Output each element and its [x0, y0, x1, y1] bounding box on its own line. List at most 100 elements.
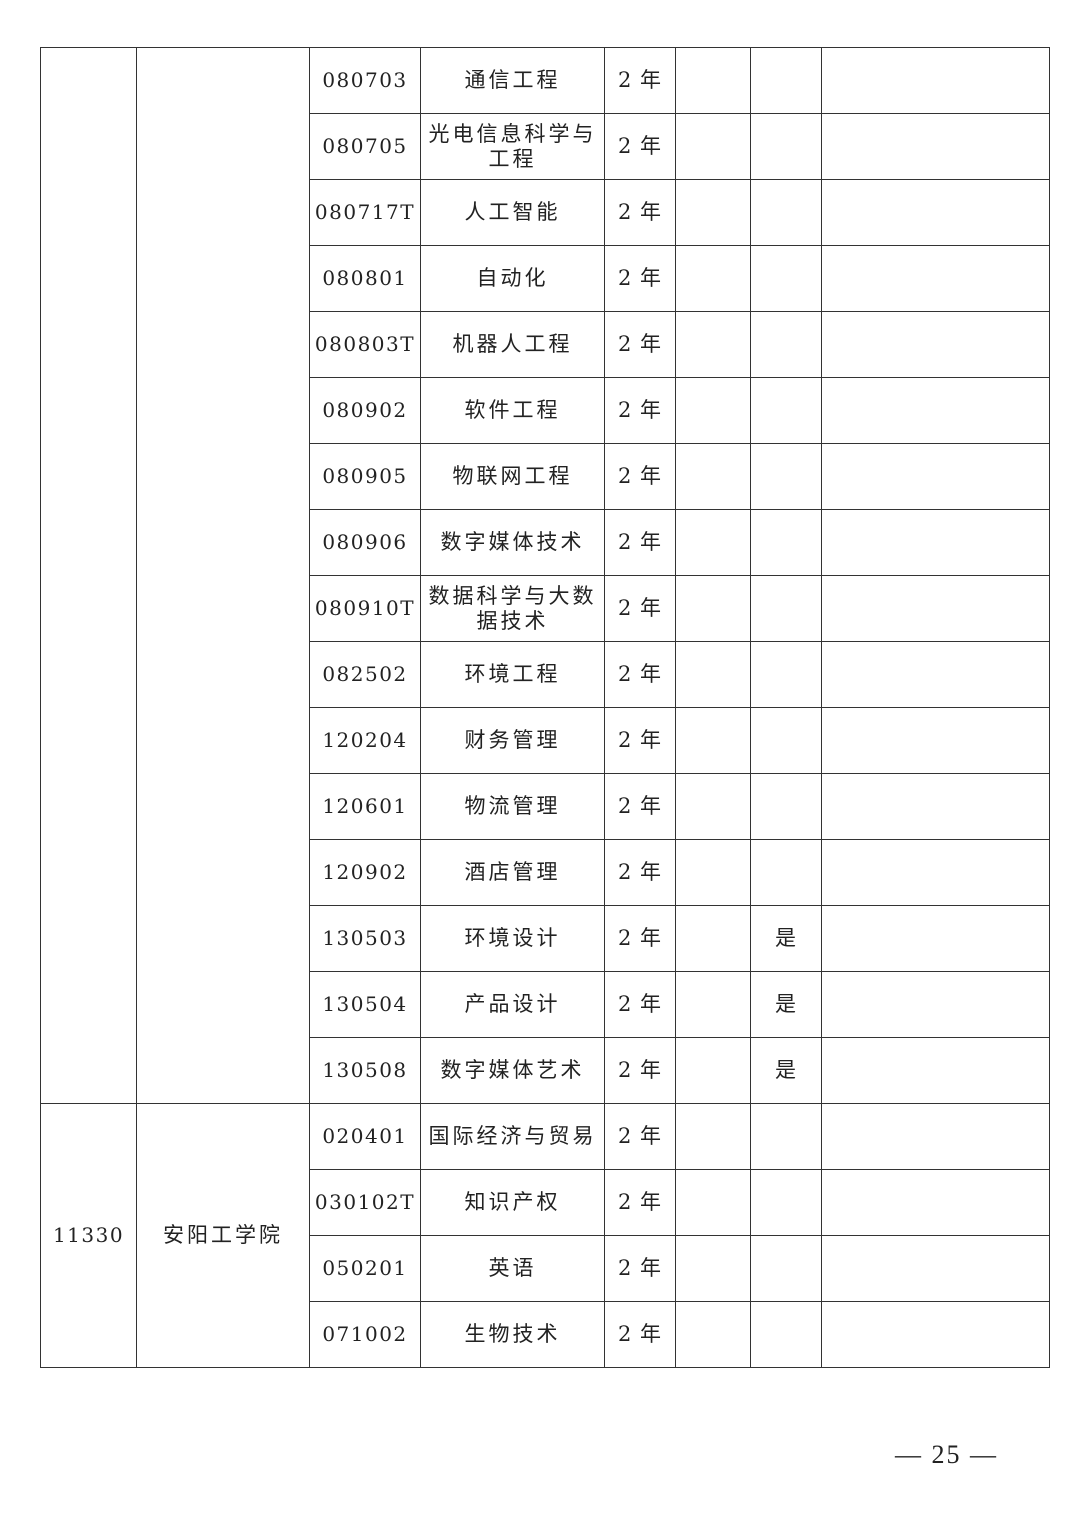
column-7-cell — [750, 47, 822, 114]
column-8-cell — [821, 839, 1050, 906]
school-code-cell — [40, 47, 137, 1104]
column-8-cell — [821, 1103, 1050, 1170]
column-6-cell — [675, 1301, 751, 1368]
column-7-cell: 是 — [750, 905, 822, 972]
duration-cell: 2 年 — [604, 971, 676, 1038]
major-name-cell: 物联网工程 — [420, 443, 605, 510]
column-6-cell — [675, 47, 751, 114]
duration-cell: 2 年 — [604, 179, 676, 246]
major-code-cell: 071002 — [309, 1301, 421, 1368]
major-code-cell: 020401 — [309, 1103, 421, 1170]
page-number: — 25 — — [895, 1440, 998, 1469]
column-7-cell — [750, 839, 822, 906]
column-6-cell — [675, 1103, 751, 1170]
column-8-cell — [821, 1301, 1050, 1368]
column-8-cell — [821, 971, 1050, 1038]
major-code-cell: 080703 — [309, 47, 421, 114]
table-row: 080803T 机器人工程 2 年 — [41, 311, 1050, 378]
major-code-cell: 050201 — [309, 1235, 421, 1302]
column-8-cell — [821, 443, 1050, 510]
table-row: 080902 软件工程 2 年 — [41, 377, 1050, 444]
major-name-cell: 生物技术 — [420, 1301, 605, 1368]
column-6-cell — [675, 311, 751, 378]
duration-cell: 2 年 — [604, 377, 676, 444]
table-row: 082502 环境工程 2 年 — [41, 641, 1050, 708]
column-6-cell — [675, 1037, 751, 1104]
duration-cell: 2 年 — [604, 509, 676, 576]
major-name-cell: 数字媒体技术 — [420, 509, 605, 576]
table-row: 120601 物流管理 2 年 — [41, 773, 1050, 840]
table-row: 071002 生物技术 2 年 — [41, 1301, 1050, 1368]
column-7-cell — [750, 773, 822, 840]
major-code-cell: 120902 — [309, 839, 421, 906]
major-name-cell: 人工智能 — [420, 179, 605, 246]
column-7-cell: 是 — [750, 1037, 822, 1104]
column-7-cell — [750, 575, 822, 642]
column-6-cell — [675, 1235, 751, 1302]
major-code-cell: 130503 — [309, 905, 421, 972]
duration-cell: 2 年 — [604, 443, 676, 510]
major-code-cell: 080910T — [309, 575, 421, 642]
major-code-cell: 080705 — [309, 113, 421, 180]
duration-cell: 2 年 — [604, 245, 676, 312]
column-6-cell — [675, 443, 751, 510]
major-name-cell: 自动化 — [420, 245, 605, 312]
duration-cell: 2 年 — [604, 311, 676, 378]
column-7-cell — [750, 443, 822, 510]
major-name-cell: 知识产权 — [420, 1169, 605, 1236]
column-7-cell — [750, 1103, 822, 1170]
column-6-cell — [675, 509, 751, 576]
table-row: 080705 光电信息科学与工程 2 年 — [41, 113, 1050, 180]
column-7-cell — [750, 245, 822, 312]
duration-cell: 2 年 — [604, 1169, 676, 1236]
column-7-cell — [750, 641, 822, 708]
column-8-cell — [821, 1037, 1050, 1104]
duration-cell: 2 年 — [604, 1301, 676, 1368]
column-8-cell — [821, 47, 1050, 114]
major-name-cell: 物流管理 — [420, 773, 605, 840]
table-row: 080905 物联网工程 2 年 — [41, 443, 1050, 510]
column-7-cell: 是 — [750, 971, 822, 1038]
column-8-cell — [821, 641, 1050, 708]
duration-cell: 2 年 — [604, 47, 676, 114]
table-row: 050201 英语 2 年 — [41, 1235, 1050, 1302]
table-row: 080801 自动化 2 年 — [41, 245, 1050, 312]
column-8-cell — [821, 377, 1050, 444]
major-code-cell: 120601 — [309, 773, 421, 840]
major-code-cell: 080906 — [309, 509, 421, 576]
duration-cell: 2 年 — [604, 1037, 676, 1104]
column-6-cell — [675, 179, 751, 246]
column-8-cell — [821, 773, 1050, 840]
column-6-cell — [675, 377, 751, 444]
column-6-cell — [675, 707, 751, 774]
column-8-cell — [821, 509, 1050, 576]
column-6-cell — [675, 575, 751, 642]
column-8-cell — [821, 905, 1050, 972]
major-code-cell: 082502 — [309, 641, 421, 708]
duration-cell: 2 年 — [604, 773, 676, 840]
school-name-cell — [136, 47, 310, 1104]
major-name-cell: 机器人工程 — [420, 311, 605, 378]
duration-cell: 2 年 — [604, 113, 676, 180]
column-7-cell — [750, 113, 822, 180]
column-8-cell — [821, 113, 1050, 180]
column-7-cell — [750, 179, 822, 246]
column-6-cell — [675, 971, 751, 1038]
column-8-cell — [821, 179, 1050, 246]
column-8-cell — [821, 311, 1050, 378]
duration-cell: 2 年 — [604, 707, 676, 774]
column-7-cell — [750, 1235, 822, 1302]
school-code-cell: 11330 — [40, 1103, 137, 1368]
column-8-cell — [821, 575, 1050, 642]
column-6-cell — [675, 113, 751, 180]
column-7-cell — [750, 1169, 822, 1236]
column-6-cell — [675, 905, 751, 972]
school-name-cell: 安阳工学院 — [136, 1103, 310, 1368]
column-8-cell — [821, 707, 1050, 774]
table-row: 130508 数字媒体艺术 2 年 是 — [41, 1037, 1050, 1104]
duration-cell: 2 年 — [604, 839, 676, 906]
major-name-cell: 数据科学与大数据技术 — [420, 575, 605, 642]
column-8-cell — [821, 1169, 1050, 1236]
duration-cell: 2 年 — [604, 1103, 676, 1170]
major-name-cell: 数字媒体艺术 — [420, 1037, 605, 1104]
